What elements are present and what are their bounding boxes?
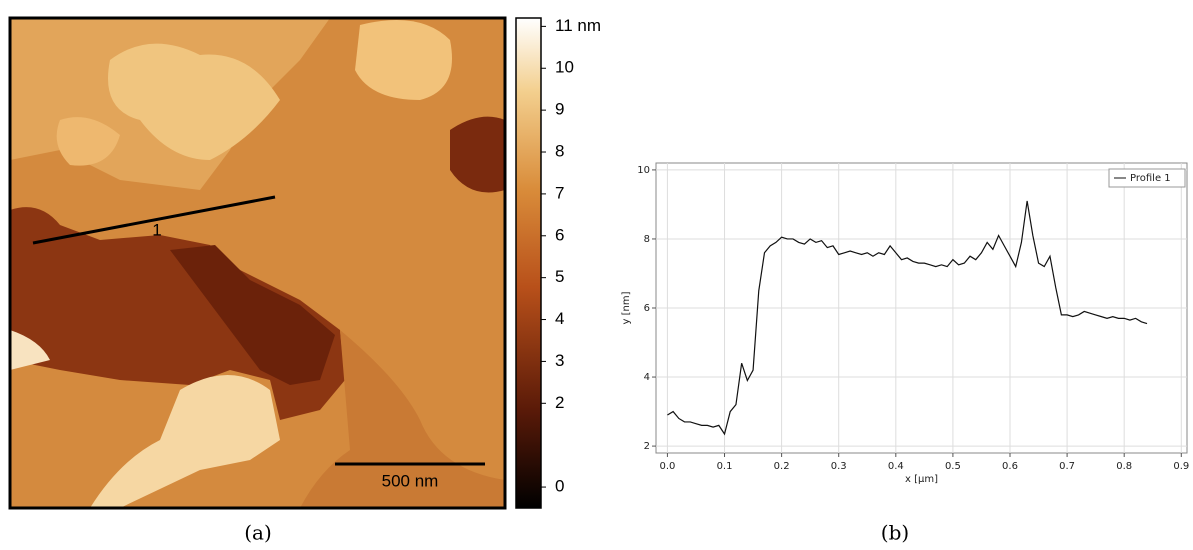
legend-box (1108, 168, 1186, 188)
y-tick-label: 8 (644, 234, 650, 245)
colorbar-tick-label: 0 (555, 477, 564, 496)
colorbar-tick-label: 9 (555, 100, 564, 119)
x-tick-label: 0.8 (1116, 461, 1132, 472)
x-tick-label: 0.5 (945, 461, 961, 472)
x-tick-label: 0.1 (717, 461, 733, 472)
colorbar-tick-label: 6 (555, 225, 564, 244)
colorbar-tick-label: 8 (555, 142, 564, 161)
x-axis-label: x [µm] (905, 474, 938, 485)
y-tick-label: 4 (644, 372, 650, 383)
profile-label: 1 (152, 220, 161, 239)
colorbar-tick-label: 2 (555, 393, 564, 412)
profile-line (667, 200, 1148, 436)
x-tick-label: 0.9 (1173, 461, 1189, 472)
colorbar-tick-label: 3 (555, 351, 564, 370)
x-tick-label: 0.0 (659, 461, 675, 472)
y-tick-label: 6 (644, 303, 650, 314)
y-tick-label: 2 (644, 441, 650, 452)
colorbar (515, 17, 542, 509)
caption: (a) (244, 521, 272, 545)
x-tick-label: 0.2 (774, 461, 790, 472)
x-tick-label: 0.6 (1002, 461, 1018, 472)
colorbar-tick-label: 10 (555, 58, 574, 77)
colorbar-tick-label: 4 (555, 309, 564, 328)
scale-bar-label: 500 nm (382, 471, 439, 490)
y-axis-label: y [nm] (621, 291, 632, 324)
colorbar-tick-label: 5 (555, 267, 564, 286)
y-tick-label: 10 (637, 165, 650, 176)
x-tick-label: 0.7 (1059, 461, 1075, 472)
colorbar-tick-label: 11 nm (555, 16, 601, 35)
colorbar-tick-label: 7 (555, 183, 564, 202)
x-tick-label: 0.3 (831, 461, 847, 472)
x-tick-label: 0.4 (888, 461, 904, 472)
afm-image: 1 500 nm (8, 16, 507, 510)
caption: (b) (881, 521, 909, 545)
legend-label: Profile 1 (1130, 173, 1171, 184)
